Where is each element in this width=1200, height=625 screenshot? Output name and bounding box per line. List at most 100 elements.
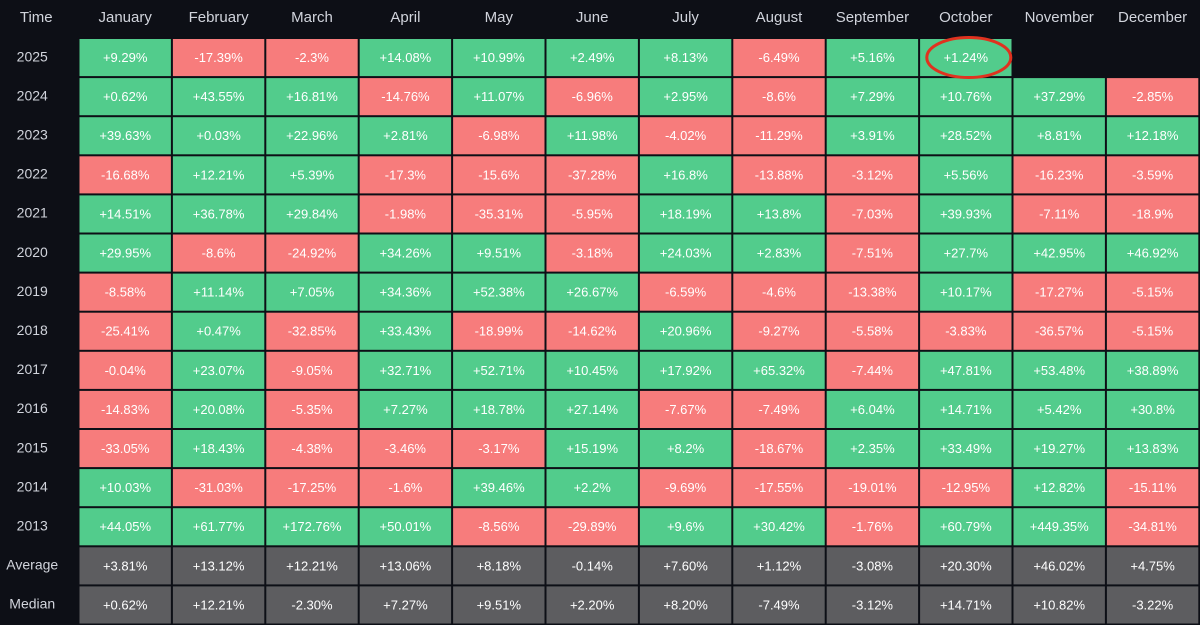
cell [920, 351, 1012, 389]
cell [453, 117, 545, 155]
cell-value: +449.35% [1030, 519, 1089, 534]
cell [639, 156, 732, 194]
cell [920, 156, 1012, 194]
cell [1106, 508, 1199, 546]
cell-value: +47.81% [940, 363, 992, 378]
cell [266, 78, 358, 116]
cell-value: +61.77% [193, 519, 245, 534]
cell-value: -8.6% [762, 89, 796, 104]
cell-value: -4.6% [762, 285, 796, 300]
cell [920, 273, 1012, 311]
cell-value: +8.20% [663, 597, 708, 612]
cell-value: -7.11% [1039, 206, 1080, 221]
cell-value: -6.96% [572, 89, 614, 104]
cell [733, 390, 825, 428]
cell-value: -1.98% [385, 206, 427, 221]
highlight-circle [925, 36, 1013, 80]
cell [546, 273, 638, 311]
cell [172, 39, 265, 77]
cell-value: +18.19% [660, 206, 712, 221]
cell-value: +46.92% [1127, 245, 1179, 260]
cell-value: -18.9% [1132, 206, 1174, 221]
cell [1013, 273, 1105, 311]
cell-value: +3.91% [850, 128, 895, 143]
cell-value: +16.81% [286, 89, 338, 104]
cell [920, 390, 1012, 428]
cell-value: +5.42% [1037, 402, 1082, 417]
cell-value: +34.36% [380, 285, 432, 300]
cell [359, 469, 452, 507]
cell [79, 430, 171, 468]
cell-value: +26.67% [566, 285, 618, 300]
cell-value: +8.2% [667, 441, 705, 456]
cell [546, 117, 638, 155]
cell [1106, 312, 1199, 350]
cell [920, 117, 1012, 155]
cell [920, 508, 1012, 546]
cell [1013, 469, 1105, 507]
cell-value: -6.59% [665, 285, 707, 300]
cell [733, 39, 825, 77]
cell [79, 78, 171, 116]
cell [172, 390, 265, 428]
cell-value: -24.92% [288, 245, 337, 260]
cell [639, 234, 732, 272]
cell [266, 195, 358, 233]
cell [546, 390, 638, 428]
cell [453, 78, 545, 116]
cell-value: +13.12% [193, 558, 245, 573]
cell [826, 312, 919, 350]
cell-value: -0.04% [105, 363, 147, 378]
cell [546, 351, 638, 389]
cell [172, 273, 265, 311]
cell [266, 430, 358, 468]
cell-value: +28.52% [940, 128, 992, 143]
cell-value: +9.6% [667, 519, 705, 534]
cell [1106, 156, 1199, 194]
cell [266, 312, 358, 350]
cell-value: +13.8% [757, 206, 802, 221]
cell [359, 586, 452, 624]
cell [79, 195, 171, 233]
column-header: April [390, 9, 420, 26]
cell-value: +10.82% [1033, 597, 1085, 612]
cell-value: -1.6% [388, 480, 422, 495]
cell [639, 430, 732, 468]
cell-value: +39.93% [940, 206, 992, 221]
cell [79, 156, 171, 194]
cell-value: +8.18% [477, 558, 522, 573]
cell [639, 390, 732, 428]
cell [359, 430, 452, 468]
cell [79, 117, 171, 155]
cell [172, 117, 265, 155]
cell-value: +34.26% [380, 245, 432, 260]
cell-value: +10.99% [473, 50, 525, 65]
cell [920, 234, 1012, 272]
cell [1106, 547, 1199, 585]
cell-value: -3.17% [478, 441, 520, 456]
cell [546, 586, 638, 624]
row-label: 2022 [17, 166, 48, 182]
cell [546, 156, 638, 194]
cell [79, 508, 171, 546]
cell [826, 273, 919, 311]
cell-value: +24.03% [660, 245, 712, 260]
cell-value: -5.35% [291, 402, 333, 417]
cell [546, 78, 638, 116]
cell [826, 78, 919, 116]
cell-value: -16.23% [1035, 167, 1084, 182]
cell [453, 390, 545, 428]
cell-value: -15.6% [478, 167, 520, 182]
cell [453, 195, 545, 233]
cell [359, 78, 452, 116]
cell-value: -7.49% [758, 597, 800, 612]
cell-value: +30.42% [753, 519, 805, 534]
cell [79, 547, 171, 585]
cell [79, 390, 171, 428]
cell-value: -8.56% [478, 519, 520, 534]
cell [172, 351, 265, 389]
cell-value: -7.49% [758, 402, 800, 417]
cell-value: +12.18% [1127, 128, 1179, 143]
column-header: January [99, 9, 153, 26]
cell [733, 195, 825, 233]
